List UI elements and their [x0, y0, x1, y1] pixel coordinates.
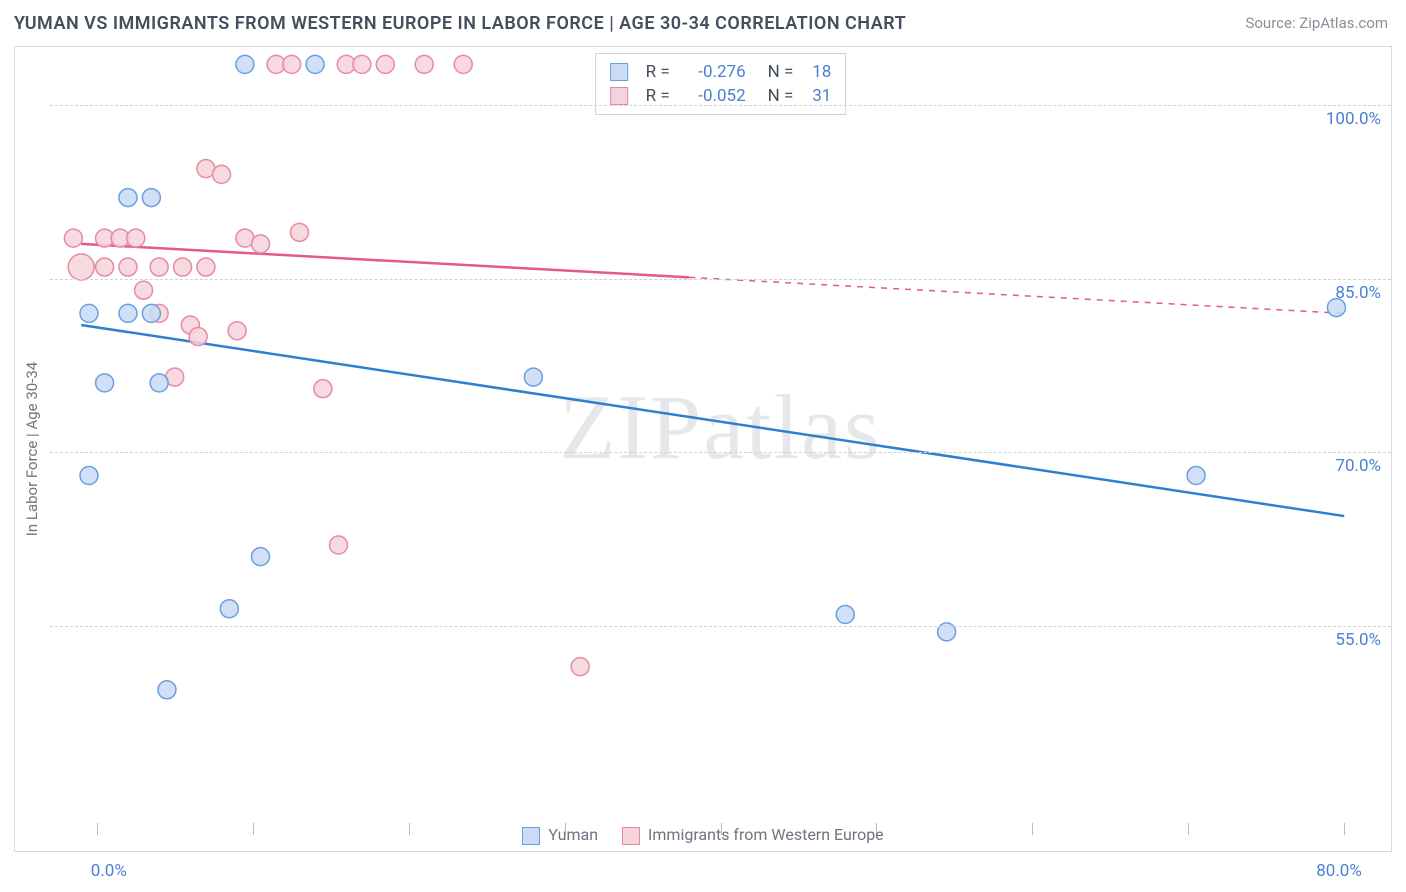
legend-label: Yuman [548, 825, 598, 844]
data-point-yuman [836, 606, 854, 624]
y-tick-label: 55.0% [1335, 630, 1381, 650]
legend-item-yuman: Yuman [522, 825, 598, 845]
data-point-immigrants [127, 229, 145, 247]
x-tick-label: 0.0% [91, 861, 127, 881]
n-label: N = [768, 62, 794, 82]
plot-area: ZIPatlas R =-0.276N =18R =-0.052N =31 55… [50, 47, 1391, 823]
data-point-immigrants [228, 322, 246, 340]
legend-swatch [610, 63, 628, 81]
legend-swatch [622, 827, 640, 845]
r-value: -0.052 [680, 86, 746, 106]
data-point-immigrants [283, 55, 301, 73]
data-point-immigrants [252, 235, 270, 253]
n-value: 18 [803, 62, 831, 82]
data-point-yuman [1187, 467, 1205, 485]
data-point-yuman [220, 600, 238, 618]
data-point-immigrants [454, 55, 472, 73]
y-tick-label: 85.0% [1335, 283, 1381, 303]
data-point-yuman [80, 467, 98, 485]
gridline [50, 626, 1391, 627]
data-point-immigrants [96, 258, 114, 276]
data-point-immigrants [197, 258, 215, 276]
data-point-immigrants [64, 229, 82, 247]
y-tick-label: 100.0% [1326, 109, 1381, 129]
data-point-immigrants [189, 328, 207, 346]
data-point-yuman [142, 304, 160, 322]
source-label: Source: ZipAtlas.com [1245, 14, 1388, 32]
r-label: R = [646, 86, 670, 106]
data-point-immigrants [353, 55, 371, 73]
data-point-yuman [119, 304, 137, 322]
chart-title: YUMAN VS IMMIGRANTS FROM WESTERN EUROPE … [14, 13, 906, 34]
n-label: N = [768, 86, 794, 106]
data-point-yuman [142, 189, 160, 207]
data-point-yuman [306, 55, 324, 73]
n-value: 31 [803, 86, 831, 106]
data-point-immigrants [135, 281, 153, 299]
gridline [50, 452, 1391, 453]
y-axis-label: In Labor Force | Age 30-34 [23, 362, 41, 536]
data-point-immigrants [571, 658, 589, 676]
data-point-immigrants [174, 258, 192, 276]
data-point-immigrants [68, 254, 94, 280]
legend-item-immigrants: Immigrants from Western Europe [622, 825, 884, 845]
plot-frame: In Labor Force | Age 30-34 ZIPatlas R =-… [14, 46, 1392, 852]
data-point-yuman [236, 55, 254, 73]
x-tick-label: 80.0% [1316, 861, 1362, 881]
r-value: -0.276 [680, 62, 746, 82]
data-point-yuman [524, 368, 542, 386]
legend-label: Immigrants from Western Europe [648, 825, 884, 844]
data-point-immigrants [213, 165, 231, 183]
scatter-svg [50, 47, 1391, 823]
data-point-yuman [96, 374, 114, 392]
data-point-yuman [252, 548, 270, 566]
r-label: R = [646, 62, 670, 82]
legend-swatch [610, 87, 628, 105]
data-point-immigrants [119, 258, 137, 276]
regression-line-yuman [81, 325, 1344, 516]
data-point-immigrants [329, 536, 347, 554]
data-point-immigrants [290, 223, 308, 241]
series-legend: Yuman Immigrants from Western Europe [15, 825, 1391, 845]
data-point-immigrants [314, 380, 332, 398]
corr-legend-row: R = -0.276 N = 18 [610, 60, 832, 84]
data-point-immigrants [415, 55, 433, 73]
data-point-immigrants [376, 55, 394, 73]
data-point-immigrants [150, 258, 168, 276]
gridline [50, 279, 1391, 280]
data-point-yuman [150, 374, 168, 392]
gridline [50, 105, 1391, 106]
regression-line-dashed-immigrants [689, 277, 1344, 313]
data-point-yuman [119, 189, 137, 207]
data-point-yuman [158, 681, 176, 699]
data-point-yuman [80, 304, 98, 322]
legend-swatch [522, 827, 540, 845]
regression-line-immigrants [81, 244, 689, 277]
y-tick-label: 70.0% [1335, 456, 1381, 476]
